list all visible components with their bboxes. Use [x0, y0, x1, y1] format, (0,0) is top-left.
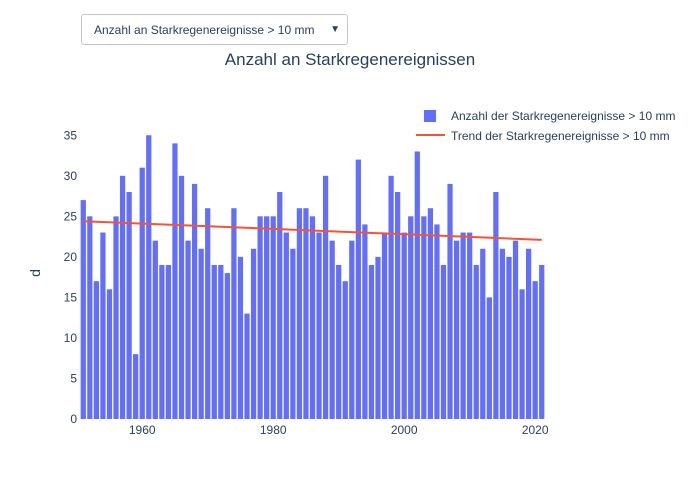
bar-series	[80, 135, 545, 420]
bar[interactable]	[198, 248, 204, 419]
bar[interactable]	[414, 151, 420, 420]
bar[interactable]	[368, 264, 375, 419]
bar[interactable]	[283, 232, 289, 419]
bar[interactable]	[264, 216, 270, 419]
y-tick-label: 30	[64, 169, 78, 183]
y-axis-label: d	[27, 269, 43, 277]
bar[interactable]	[480, 248, 486, 419]
bar[interactable]	[80, 200, 86, 419]
bar[interactable]	[165, 264, 172, 419]
bar[interactable]	[244, 313, 250, 419]
bar[interactable]	[467, 232, 473, 419]
bar[interactable]	[139, 167, 145, 419]
y-tick-label: 15	[64, 290, 78, 304]
legend-swatch-bars[interactable]	[424, 110, 436, 122]
y-tick-label: 20	[64, 250, 78, 264]
bar[interactable]	[349, 240, 355, 419]
bar[interactable]	[395, 192, 401, 419]
bar[interactable]	[322, 175, 329, 419]
bar[interactable]	[185, 240, 191, 419]
x-tick-label: 1960	[129, 423, 156, 437]
legend-label-bars[interactable]: Anzahl der Starkregenereignisse > 10 mm	[451, 109, 675, 123]
bar[interactable]	[388, 175, 394, 419]
y-tick-label: 0	[70, 412, 77, 426]
bar[interactable]	[342, 281, 348, 419]
bar[interactable]	[100, 232, 106, 419]
bar[interactable]	[93, 281, 99, 419]
bar[interactable]	[218, 264, 224, 419]
bar[interactable]	[512, 240, 519, 419]
bar[interactable]	[126, 192, 132, 419]
bar[interactable]	[473, 264, 479, 419]
bar[interactable]	[159, 264, 165, 419]
y-tick-label: 35	[64, 128, 78, 142]
dropdown-arrow-icon: ▼	[330, 24, 340, 35]
bar[interactable]	[486, 297, 492, 419]
bar[interactable]	[499, 248, 506, 419]
bar[interactable]	[277, 192, 283, 419]
chart-title: Anzahl an Starkregenereignissen	[225, 50, 475, 69]
bar[interactable]	[355, 159, 361, 419]
y-axis-ticks: 0 5 10 15 20 25 30 35	[64, 128, 78, 426]
legend-label-trend[interactable]: Trend der Starkregenereignisse > 10 mm	[451, 129, 670, 143]
bar[interactable]	[290, 248, 296, 419]
trend-series	[83, 220, 542, 241]
bar[interactable]	[106, 289, 113, 419]
bar[interactable]	[375, 256, 381, 419]
x-tick-label: 2020	[522, 423, 549, 437]
bar[interactable]	[270, 216, 276, 419]
bar[interactable]	[211, 264, 217, 419]
bar[interactable]	[447, 183, 453, 419]
x-axis-ticks: 1960 1980 2000 2020	[129, 423, 549, 437]
bar[interactable]	[519, 289, 525, 419]
y-tick-label: 5	[70, 371, 77, 385]
bar[interactable]	[87, 216, 93, 419]
bar[interactable]	[119, 175, 126, 419]
bar[interactable]	[421, 216, 427, 419]
bar[interactable]	[152, 240, 158, 419]
bar[interactable]	[506, 256, 512, 419]
bar[interactable]	[303, 208, 309, 419]
bar[interactable]	[133, 354, 139, 419]
bar[interactable]	[408, 216, 414, 419]
bar[interactable]	[401, 232, 407, 419]
y-tick-label: 25	[64, 209, 78, 223]
bar[interactable]	[539, 264, 545, 419]
bar[interactable]	[532, 281, 538, 419]
bar[interactable]	[146, 135, 152, 419]
bar[interactable]	[453, 240, 460, 419]
bar[interactable]	[257, 216, 263, 419]
dropdown-selected-label: Anzahl an Starkregenereignisse > 10 mm	[94, 22, 315, 37]
bar[interactable]	[493, 192, 499, 419]
bar[interactable]	[178, 175, 185, 419]
bar[interactable]	[336, 264, 342, 419]
bar[interactable]	[381, 232, 388, 419]
bar[interactable]	[237, 256, 244, 419]
bar[interactable]	[526, 248, 532, 419]
bar[interactable]	[440, 264, 447, 419]
bar[interactable]	[205, 208, 211, 419]
legend[interactable]: Anzahl der Starkregenereignisse > 10 mm …	[416, 109, 675, 143]
bar[interactable]	[434, 224, 440, 419]
bar[interactable]	[231, 208, 237, 419]
bar[interactable]	[460, 232, 466, 419]
y-tick-label: 10	[64, 331, 78, 345]
bar[interactable]	[191, 183, 198, 419]
bar[interactable]	[296, 208, 303, 419]
bar[interactable]	[172, 143, 178, 419]
variable-dropdown[interactable]: Anzahl an Starkregenereignisse > 10 mm ▼	[81, 14, 348, 45]
x-tick-label: 2000	[391, 423, 418, 437]
bar[interactable]	[329, 240, 335, 419]
trend-line[interactable]	[83, 220, 542, 241]
bar[interactable]	[309, 216, 316, 419]
bar[interactable]	[427, 208, 434, 419]
bar[interactable]	[250, 248, 257, 419]
bar[interactable]	[362, 224, 368, 419]
bar[interactable]	[316, 232, 322, 419]
x-tick-label: 1980	[260, 423, 287, 437]
bar[interactable]	[224, 273, 230, 419]
bar[interactable]	[113, 216, 119, 419]
